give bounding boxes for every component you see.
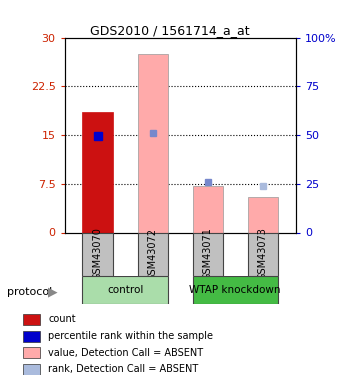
Text: GDS2010 / 1561714_a_at: GDS2010 / 1561714_a_at xyxy=(90,24,250,38)
Bar xyxy=(23,347,40,358)
Text: control: control xyxy=(107,285,143,295)
Text: count: count xyxy=(48,315,76,324)
Text: GSM43073: GSM43073 xyxy=(258,228,268,280)
Text: ▶: ▶ xyxy=(48,285,57,298)
Bar xyxy=(23,314,40,325)
Bar xyxy=(192,276,278,304)
Bar xyxy=(23,331,40,342)
Text: WTAP knockdown: WTAP knockdown xyxy=(189,285,281,295)
Text: GSM43071: GSM43071 xyxy=(203,228,213,280)
Bar xyxy=(138,232,168,276)
Text: GSM43072: GSM43072 xyxy=(148,228,158,280)
Bar xyxy=(83,112,113,232)
Bar xyxy=(138,54,168,232)
Text: value, Detection Call = ABSENT: value, Detection Call = ABSENT xyxy=(48,348,203,358)
Bar xyxy=(83,232,113,276)
Bar xyxy=(23,364,40,375)
Bar xyxy=(192,232,223,276)
Text: GSM43070: GSM43070 xyxy=(92,228,103,280)
Text: percentile rank within the sample: percentile rank within the sample xyxy=(48,331,213,341)
Text: protocol: protocol xyxy=(7,287,52,297)
Bar xyxy=(192,186,223,232)
Bar xyxy=(83,276,168,304)
Text: rank, Detection Call = ABSENT: rank, Detection Call = ABSENT xyxy=(48,364,199,375)
Bar xyxy=(248,232,278,276)
Bar xyxy=(248,197,278,232)
